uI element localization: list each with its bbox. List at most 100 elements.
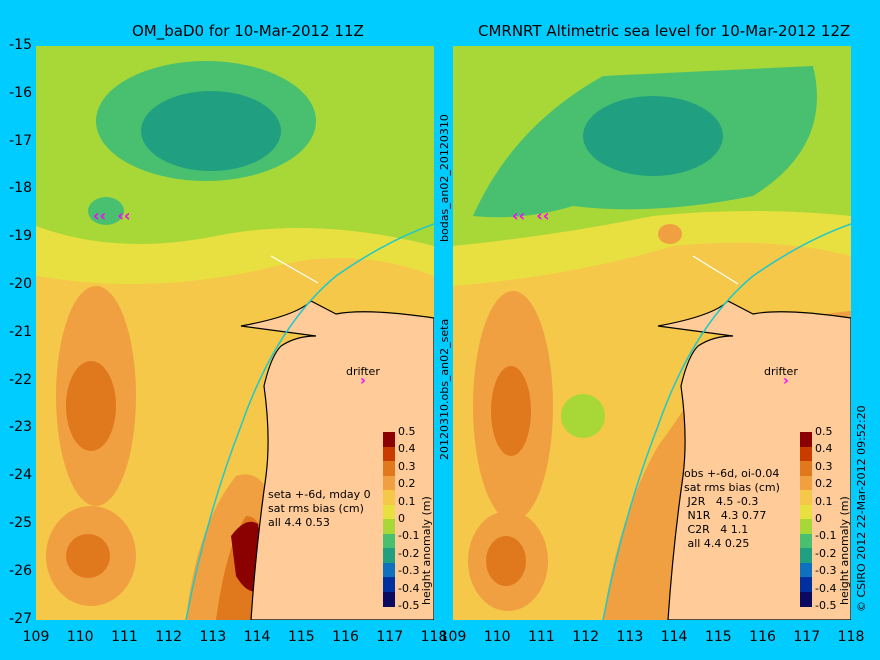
drifter-arrow-left: › (360, 373, 366, 389)
colorbar-swatch (800, 562, 812, 578)
y-tick-label: -25 (9, 515, 32, 531)
drift-arrows-left: ‹‹ ‹‹ (93, 206, 131, 225)
colorbar-tick-label: 0.1 (398, 494, 416, 508)
colorbar-tick-label: 0.5 (398, 425, 416, 438)
right-stats-text: obs +-6d, oi-0.04 sat rms bias (cm) J2R … (684, 467, 780, 550)
x-tick-label: 112 (155, 629, 183, 645)
x-tick-label: 116 (332, 629, 359, 645)
y-tick-label: -19 (9, 228, 32, 245)
colorbar-tick-label: 0.3 (398, 459, 416, 473)
colorbar-tick-label: -0.2 (815, 546, 837, 560)
colorbar-swatch (383, 533, 395, 549)
left-map-panel[interactable] (36, 46, 434, 620)
y-tick-label: -24 (9, 467, 32, 484)
colorbar-tick-label: 0 (398, 512, 405, 525)
colorbar-swatch (800, 533, 812, 549)
colorbar-swatch (800, 504, 812, 520)
colorbar-swatch (800, 577, 812, 592)
x-tick-label: 109 (22, 629, 50, 645)
x-tick-label: 117 (793, 629, 821, 645)
colorbar-tick-label: 0.3 (815, 459, 833, 473)
colorbar-tick-label: 0 (815, 512, 822, 525)
colorbar-swatch (383, 548, 395, 563)
x-tick-label: 109 (439, 629, 467, 645)
colorbar-tick-label: -0.2 (398, 546, 420, 560)
x-tick-label: 115 (704, 629, 732, 645)
right-map-svg (453, 46, 851, 620)
colorbar-swatch (383, 591, 395, 607)
colorbar-tick-label: -0.3 (815, 564, 837, 578)
colorbar-tick-label: 0.2 (815, 477, 833, 491)
x-tick-label: 117 (376, 629, 404, 645)
colorbar-tick-label: 0.5 (815, 425, 833, 438)
right-map-panel[interactable] (453, 46, 851, 620)
colorbar-tick-label: -0.5 (398, 599, 420, 612)
x-tick-label: 111 (528, 629, 555, 645)
colorbar-swatch (383, 490, 395, 505)
colorbar-tick-label: -0.3 (398, 564, 420, 578)
left-colorbar (383, 432, 395, 607)
x-tick-label: 115 (287, 629, 315, 645)
colorbar-tick-label: -0.1 (815, 529, 837, 543)
model-id-label: bodas_an02_20120310 (438, 114, 451, 242)
colorbar-swatch (800, 519, 812, 534)
left-colorbar-label: height anomaly (m) (420, 496, 433, 605)
x-tick-label: 113 (616, 629, 644, 645)
left-panel-title: OM_baD0 for 10-Mar-2012 11Z (132, 22, 364, 40)
y-tick-label: -26 (9, 562, 32, 579)
colorbar-swatch (383, 446, 395, 462)
y-tick-label: -27 (9, 610, 32, 627)
colorbar-swatch (383, 519, 395, 534)
colorbar-swatch (800, 446, 812, 462)
x-tick-label: 111 (111, 629, 138, 645)
left-map-svg (36, 46, 434, 620)
x-tick-label: 114 (660, 629, 688, 645)
colorbar-swatch (383, 461, 395, 476)
x-tick-label: 118 (420, 629, 448, 645)
left-stats-text: seta +-6d, mday 0 sat rms bias (cm) all … (268, 488, 371, 529)
drifter-arrow-right: › (783, 373, 789, 389)
right-colorbar (800, 432, 812, 607)
drifter-label-left: drifter (346, 365, 380, 378)
x-tick-label: 113 (199, 629, 227, 645)
y-tick-label: -21 (9, 323, 32, 340)
colorbar-tick-label: 0.4 (398, 442, 416, 456)
colorbar-tick-label: 0.2 (398, 477, 416, 491)
x-tick-label: 116 (749, 629, 776, 645)
y-tick-label: -17 (9, 132, 32, 149)
y-tick-label: -15 (9, 37, 32, 53)
colorbar-swatch (800, 432, 812, 447)
x-tick-label: 110 (483, 629, 511, 645)
x-tick-label: 112 (572, 629, 600, 645)
colorbar-tick-label: -0.4 (398, 581, 420, 595)
colorbar-swatch (383, 504, 395, 520)
y-tick-label: -18 (9, 180, 32, 197)
run-id-label: 20120310.obs_an02_seta (438, 318, 451, 460)
drift-arrows-right: ‹‹ ‹‹ (512, 206, 550, 225)
colorbar-tick-label: -0.1 (398, 529, 420, 543)
colorbar-tick-label: -0.4 (815, 581, 837, 595)
colorbar-swatch (800, 591, 812, 607)
colorbar-swatch (800, 548, 812, 563)
colorbar-swatch (800, 490, 812, 505)
x-tick-label: 110 (66, 629, 94, 645)
y-tick-label: -22 (9, 371, 32, 388)
colorbar-swatch (800, 461, 812, 476)
right-panel-title: CMRNRT Altimetric sea level for 10-Mar-2… (478, 22, 851, 40)
y-tick-label: -23 (9, 419, 32, 436)
copyright-label: © CSIRO 2012 22-Mar-2012 09:52:20 (855, 405, 868, 612)
drifter-label-right: drifter (764, 365, 798, 378)
colorbar-tick-label: 0.4 (815, 442, 833, 456)
y-tick-label: -16 (9, 84, 32, 101)
colorbar-tick-label: 0.1 (815, 494, 833, 508)
y-tick-label: -20 (9, 276, 32, 292)
x-tick-label: 118 (837, 629, 865, 645)
colorbar-swatch (383, 577, 395, 592)
x-tick-label: 114 (243, 629, 271, 645)
colorbar-swatch (383, 562, 395, 578)
colorbar-swatch (383, 475, 395, 491)
colorbar-swatch (800, 475, 812, 491)
colorbar-swatch (383, 432, 395, 447)
right-colorbar-label: height anomaly (m) (838, 496, 851, 605)
colorbar-tick-label: -0.5 (815, 599, 837, 612)
